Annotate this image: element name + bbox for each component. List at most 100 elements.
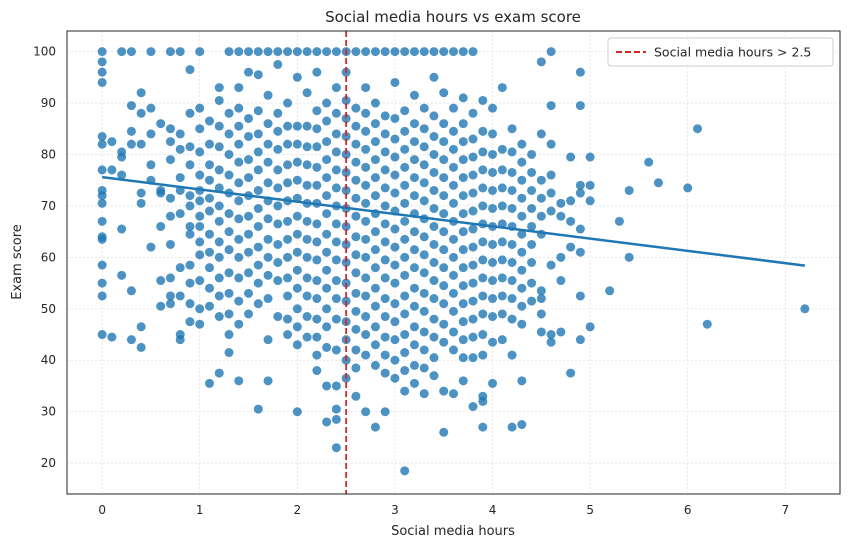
- data-point: [507, 203, 517, 213]
- data-point: [214, 312, 224, 322]
- data-point: [283, 178, 293, 188]
- x-tick-label: 4: [489, 503, 497, 517]
- data-point: [244, 173, 254, 183]
- data-point: [507, 185, 517, 195]
- data-point: [536, 327, 546, 337]
- data-point: [253, 299, 263, 309]
- data-point: [478, 95, 488, 105]
- data-point: [302, 273, 312, 283]
- data-point: [380, 47, 390, 57]
- data-point: [175, 291, 185, 301]
- data-point: [575, 291, 585, 301]
- data-point: [234, 103, 244, 113]
- data-point: [312, 124, 322, 134]
- data-point: [488, 167, 498, 177]
- data-point: [556, 252, 566, 262]
- data-point: [253, 185, 263, 195]
- data-point: [214, 95, 224, 105]
- data-point: [97, 191, 107, 201]
- data-point: [312, 332, 322, 342]
- data-point: [361, 330, 371, 340]
- data-point: [429, 294, 439, 304]
- data-point: [263, 90, 273, 100]
- data-point: [380, 165, 390, 175]
- data-point: [546, 260, 556, 270]
- data-point: [312, 350, 322, 360]
- data-point: [488, 294, 498, 304]
- data-point: [273, 183, 283, 193]
- data-point: [546, 337, 556, 347]
- data-point: [429, 221, 439, 231]
- data-point: [146, 160, 156, 170]
- data-point: [449, 389, 458, 399]
- data-point: [273, 108, 283, 118]
- data-point: [400, 330, 410, 340]
- data-point: [370, 155, 380, 165]
- data-point: [507, 147, 517, 157]
- data-point: [458, 263, 468, 273]
- data-point: [302, 88, 312, 98]
- data-point: [409, 263, 419, 273]
- data-point: [234, 83, 244, 93]
- data-point: [517, 229, 527, 239]
- data-point: [253, 47, 263, 57]
- data-point: [195, 196, 205, 206]
- data-point: [488, 276, 498, 286]
- data-point: [370, 119, 380, 129]
- data-point: [244, 113, 254, 123]
- data-point: [234, 273, 244, 283]
- data-point: [449, 252, 458, 262]
- data-point: [341, 185, 351, 195]
- data-point: [175, 263, 185, 273]
- data-point: [497, 335, 507, 345]
- data-point: [224, 348, 234, 358]
- data-point: [322, 322, 332, 332]
- data-point: [253, 242, 263, 252]
- y-tick-label: 40: [41, 353, 56, 367]
- data-point: [419, 103, 429, 113]
- data-point: [156, 221, 166, 231]
- data-point: [693, 124, 703, 134]
- data-point: [400, 252, 410, 262]
- data-point: [449, 270, 458, 280]
- data-point: [566, 196, 576, 206]
- data-point: [497, 273, 507, 283]
- data-point: [439, 427, 449, 437]
- data-point: [351, 345, 361, 355]
- data-point: [449, 288, 458, 298]
- data-point: [351, 121, 361, 131]
- data-point: [478, 273, 488, 283]
- data-point: [283, 234, 293, 244]
- data-point: [468, 332, 478, 342]
- data-point: [536, 211, 546, 221]
- data-point: [419, 232, 429, 242]
- data-point: [292, 175, 302, 185]
- data-point: [126, 126, 136, 136]
- x-tick-label: 3: [391, 503, 399, 517]
- data-point: [400, 126, 410, 136]
- data-point: [468, 224, 478, 234]
- data-point: [527, 239, 537, 249]
- data-point: [390, 317, 400, 327]
- data-point: [361, 291, 371, 301]
- data-point: [507, 276, 517, 286]
- data-point: [136, 198, 146, 208]
- data-point: [575, 67, 585, 77]
- data-point: [507, 258, 517, 267]
- data-point: [224, 209, 234, 219]
- data-point: [419, 196, 429, 206]
- data-point: [575, 335, 585, 345]
- data-point: [204, 139, 214, 149]
- data-point: [400, 234, 410, 244]
- data-point: [165, 47, 175, 57]
- data-point: [478, 126, 488, 136]
- x-tick-label: 0: [98, 503, 106, 517]
- data-point: [458, 227, 468, 237]
- data-point: [429, 111, 439, 121]
- data-point: [283, 98, 293, 108]
- data-point: [292, 72, 302, 82]
- data-point: [497, 201, 507, 211]
- data-point: [195, 147, 205, 157]
- data-point: [527, 221, 537, 231]
- data-point: [302, 121, 312, 131]
